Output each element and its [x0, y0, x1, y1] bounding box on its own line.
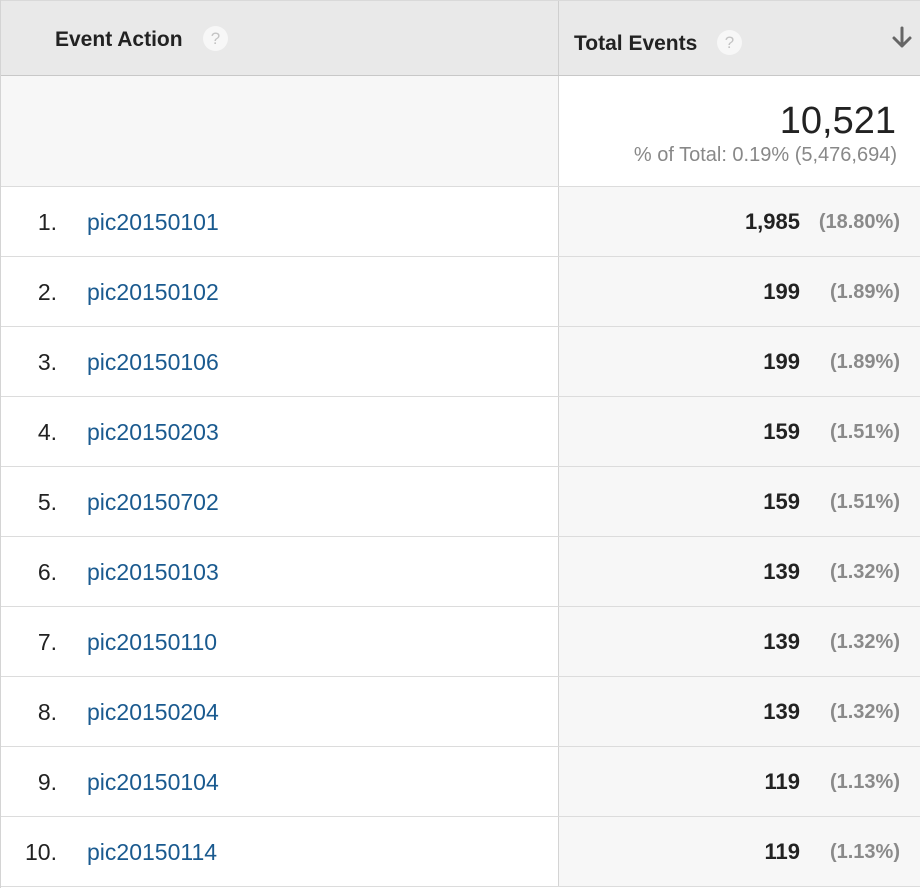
- column-divider: [558, 467, 559, 536]
- event-action-link[interactable]: pic20150702: [87, 489, 219, 515]
- total-events-cell: 159 (1.51%): [559, 397, 920, 466]
- total-events-count: 139: [763, 559, 800, 584]
- column-divider: [558, 187, 559, 256]
- total-events-percent: (1.32%): [829, 631, 900, 653]
- total-events-percent: (1.13%): [829, 771, 900, 793]
- event-action-header[interactable]: Event Action ?: [1, 1, 558, 75]
- total-events-percent: (1.89%): [829, 281, 900, 303]
- event-action-link[interactable]: pic20150203: [87, 419, 219, 445]
- total-events-count: 199: [763, 349, 800, 374]
- total-events-count: 199: [763, 279, 800, 304]
- event-action-link[interactable]: pic20150106: [87, 349, 219, 375]
- total-events-count: 139: [763, 699, 800, 724]
- event-action-cell: 10. pic20150114: [1, 817, 558, 886]
- event-action-link[interactable]: pic20150103: [87, 559, 219, 585]
- total-events-cell: 159 (1.51%): [559, 467, 920, 536]
- table-row: 1. pic20150101 1,985 (18.80%): [1, 187, 920, 257]
- total-events-percent: (1.13%): [829, 841, 900, 863]
- total-events-percent: (1.32%): [829, 561, 900, 583]
- event-action-link[interactable]: pic20150102: [87, 279, 219, 305]
- summary-empty-cell: [1, 76, 558, 186]
- row-rank: 8.: [37, 699, 57, 725]
- column-divider: [558, 537, 559, 606]
- event-action-cell: 8. pic20150204: [1, 677, 558, 746]
- table-row: 5. pic20150702 159 (1.51%): [1, 467, 920, 537]
- column-divider: [558, 76, 559, 186]
- event-action-cell: 9. pic20150104: [1, 747, 558, 816]
- total-events-count: 159: [763, 489, 800, 514]
- question-circle-icon[interactable]: ?: [203, 26, 228, 51]
- total-events-cell: 139 (1.32%): [559, 677, 920, 746]
- arrow-down-icon[interactable]: [890, 25, 914, 51]
- event-action-cell: 4. pic20150203: [1, 397, 558, 466]
- total-events-header[interactable]: Total Events ?: [558, 1, 920, 75]
- row-rank: 4.: [37, 419, 57, 445]
- total-events-count: 119: [764, 769, 801, 794]
- total-events-cell: 1,985 (18.80%): [559, 187, 920, 256]
- summary-total-cell: 10,521 % of Total: 0.19% (5,476,694): [559, 76, 920, 186]
- percent-of-total: % of Total: 0.19% (5,476,694): [633, 144, 897, 166]
- event-action-link[interactable]: pic20150204: [87, 699, 219, 725]
- total-events-count: 159: [763, 419, 800, 444]
- total-events-cell: 119 (1.13%): [559, 747, 920, 816]
- table-row: 4. pic20150203 159 (1.51%): [1, 397, 920, 467]
- total-events-percent: (1.51%): [829, 491, 900, 513]
- table-row: 10. pic20150114 119 (1.13%): [1, 817, 920, 887]
- row-rank: 6.: [37, 559, 57, 585]
- event-action-cell: 6. pic20150103: [1, 537, 558, 606]
- column-divider: [558, 677, 559, 746]
- event-action-cell: 7. pic20150110: [1, 607, 558, 676]
- row-rank: 7.: [37, 629, 57, 655]
- event-action-header-label[interactable]: Event Action: [55, 28, 183, 51]
- summary-row: 10,521 % of Total: 0.19% (5,476,694): [1, 76, 920, 187]
- total-events-percent: (1.51%): [829, 421, 900, 443]
- total-events-cell: 199 (1.89%): [559, 257, 920, 326]
- column-divider: [558, 257, 559, 326]
- table-row: 2. pic20150102 199 (1.89%): [1, 257, 920, 327]
- table-header: Event Action ? Total Events ?: [1, 0, 920, 76]
- total-events-header-label[interactable]: Total Events: [574, 32, 698, 55]
- row-rank: 1.: [37, 209, 57, 235]
- row-rank: 10.: [25, 839, 57, 865]
- event-action-link[interactable]: pic20150114: [87, 839, 218, 865]
- row-rank: 5.: [37, 489, 57, 515]
- total-events-percent: (1.32%): [829, 701, 900, 723]
- question-circle-icon[interactable]: ?: [717, 30, 742, 55]
- column-divider: [558, 747, 559, 816]
- total-events-count: 1,985: [744, 209, 800, 234]
- event-action-cell: 3. pic20150106: [1, 327, 558, 396]
- total-events-cell: 139 (1.32%): [559, 537, 920, 606]
- row-rank: 2.: [37, 279, 57, 305]
- table-row: 9. pic20150104 119 (1.13%): [1, 747, 920, 817]
- event-action-link[interactable]: pic20150104: [87, 769, 219, 795]
- event-action-cell: 1. pic20150101: [1, 187, 558, 256]
- column-divider: [558, 607, 559, 676]
- event-action-link[interactable]: pic20150101: [87, 209, 219, 235]
- total-events-cell: 119 (1.13%): [559, 817, 920, 886]
- event-action-cell: 5. pic20150702: [1, 467, 558, 536]
- table-row: 8. pic20150204 139 (1.32%): [1, 677, 920, 747]
- table-row: 3. pic20150106 199 (1.89%): [1, 327, 920, 397]
- table-row: 7. pic20150110 139 (1.32%): [1, 607, 920, 677]
- total-events-count: 119: [764, 839, 801, 864]
- total-events-percent: (18.80%): [818, 211, 900, 233]
- row-rank: 9.: [37, 769, 57, 795]
- column-divider: [558, 397, 559, 466]
- event-action-link[interactable]: pic20150110: [87, 629, 218, 655]
- total-events-percent: (1.89%): [829, 351, 900, 373]
- table-row: 6. pic20150103 139 (1.32%): [1, 537, 920, 607]
- total-events-cell: 139 (1.32%): [559, 607, 920, 676]
- column-divider: [558, 327, 559, 396]
- event-action-cell: 2. pic20150102: [1, 257, 558, 326]
- row-rank: 3.: [37, 349, 57, 375]
- total-events-count: 139: [763, 629, 800, 654]
- total-events-cell: 199 (1.89%): [559, 327, 920, 396]
- total-events-value: 10,521: [779, 100, 896, 142]
- column-divider: [558, 817, 559, 886]
